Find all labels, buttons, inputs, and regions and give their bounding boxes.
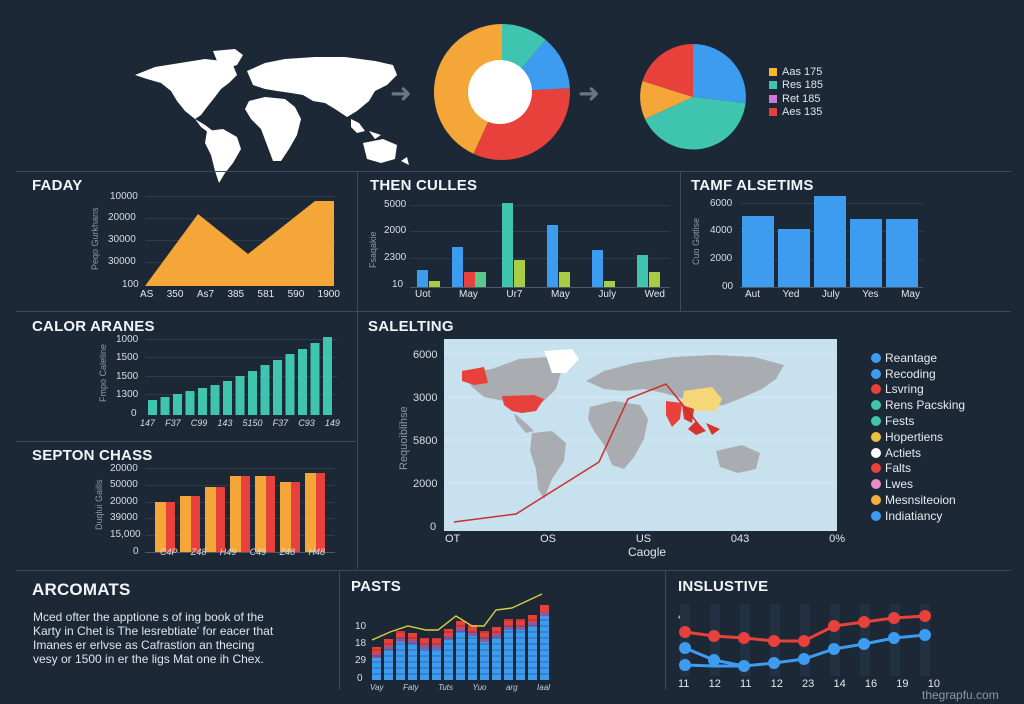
x-axis: Aut Yed July Yes May: [745, 289, 920, 300]
y-tick: 29: [355, 655, 367, 666]
x-axis-label: Caogle: [628, 545, 667, 559]
y-tick: 6000: [413, 349, 438, 361]
pie-legend: Aas 175 Res 185 Ret 185 Aes 135: [769, 65, 823, 119]
y-tick: 30000: [108, 256, 136, 267]
x-axis: AS 350 As7 385 581 590 1900: [140, 289, 340, 300]
legend-item: Recoding: [871, 366, 965, 382]
legend-item: Actiets: [871, 445, 965, 461]
legend-item: Hopertiens: [871, 429, 965, 445]
arrow-right-icon: ➜: [578, 78, 600, 108]
panel-title-inslustive: INSLUSTIVE: [678, 578, 769, 595]
legend: Reantage Recoding Lsvring Rens Pacsking …: [871, 350, 965, 524]
y-tick: 3000: [413, 392, 438, 404]
description-text: Mced ofter the apptione s of ing book of…: [33, 610, 274, 666]
panel-title-pasts: PASTS: [351, 578, 401, 595]
y-tick: 0: [430, 521, 437, 533]
panel-title-arcomats: ARCOMATS: [32, 580, 131, 599]
y-tick: 00: [722, 281, 734, 292]
septon-chass-bar-chart: [155, 473, 325, 552]
panel-title-septon-chass: SEPTON CHASS: [32, 447, 153, 464]
pie-legend-item: Aes 135: [769, 106, 823, 120]
y-axis-label: Peqo Gurkhans: [90, 207, 100, 270]
saleting-map-chart: [444, 339, 837, 531]
y-axis-label: Cuo Gotlise: [691, 217, 701, 265]
panel-title-calor-aranes: CALOR ARANES: [32, 318, 155, 335]
y-tick: 0: [133, 546, 139, 557]
y-tick: 20000: [110, 463, 138, 474]
world-map-graphic: [135, 49, 409, 183]
y-tick: 2000: [384, 225, 407, 236]
legend-item: Falts: [871, 461, 965, 477]
y-tick: 5800: [413, 435, 438, 447]
panel-title-faday: FADAY: [32, 177, 83, 194]
y-tick: 20000: [110, 496, 138, 507]
y-tick: 1500: [116, 352, 139, 363]
y-tick: 2000: [710, 253, 733, 264]
y-tick: 39000: [110, 512, 138, 523]
pie-legend-item: Aas 175: [769, 65, 823, 79]
pie-legend-item: Res 185: [769, 79, 823, 93]
y-tick: 10: [355, 621, 367, 632]
faday-area-chart: [145, 201, 334, 286]
legend-item: Lwes: [871, 476, 965, 492]
y-tick: 1000: [116, 334, 139, 345]
x-axis: 147 F37 C99 143 5150 F37 C93 149: [140, 418, 340, 428]
pie-legend-item: Ret 185: [769, 92, 823, 106]
legend-item: Lsvring: [871, 382, 965, 398]
y-tick: 4000: [710, 225, 733, 236]
y-tick: 100: [122, 279, 139, 290]
arrow-right-icon: ➜: [390, 78, 412, 108]
panel-title-then-culles: THEN CULLES: [370, 177, 478, 194]
x-axis: Uot May Ur7 May July Wed: [415, 289, 665, 300]
y-tick: 2300: [384, 252, 407, 263]
x-axis: C4P Z48 H49 C49 Z48 H48: [160, 547, 325, 557]
y-tick: 10: [392, 279, 404, 290]
y-axis-label: Fsaqakie: [368, 231, 378, 268]
donut-chart: [433, 24, 571, 161]
pie-chart: [640, 44, 746, 150]
y-tick: 6000: [710, 198, 733, 209]
y-tick: 20000: [108, 212, 136, 223]
watermark: thegrapfu.com: [922, 688, 999, 702]
y-tick: 30000: [108, 234, 136, 245]
then-culles-bar-chart: [417, 203, 660, 287]
x-axis: Vay Faty Tuts Yuo arg Iaal: [370, 683, 550, 692]
legend-item: Reantage: [871, 350, 965, 366]
legend-item: Mesnsiteoion: [871, 492, 965, 508]
x-axis: 11 12 11 12 23 14 16 19 10: [678, 678, 940, 690]
legend-item: Fests: [871, 413, 965, 429]
y-axis-label: Duqlui Gaills: [94, 479, 104, 530]
legend-item: Indiatiancy: [871, 508, 965, 524]
x-axis: OT OS US 043 0%: [445, 533, 845, 545]
pasts-stacked-chart: [370, 593, 550, 680]
panel-title-tamf-alsetims: TAMF ALSETIMS: [691, 177, 814, 194]
y-tick: 5000: [384, 199, 407, 210]
y-tick: 1300: [116, 389, 139, 400]
panel-title-saleting: SALELTING: [368, 318, 454, 335]
tamf-alsetims-bar-chart: [742, 196, 918, 287]
legend-item: Rens Pacsking: [871, 397, 965, 413]
y-axis-label: Fmpo Caleline: [98, 343, 108, 402]
y-tick: 0: [357, 673, 363, 684]
calor-aranes-bar-chart: [148, 337, 332, 415]
y-tick: 10000: [110, 191, 138, 202]
y-tick: 2000: [413, 478, 438, 490]
y-tick: 0: [131, 408, 137, 419]
y-tick: 18: [355, 638, 367, 649]
inslustive-line-chart: [679, 604, 931, 676]
y-tick: 15,000: [110, 529, 141, 540]
y-tick: 50000: [110, 479, 138, 490]
y-axis-label: Requoiblihse: [398, 406, 410, 470]
y-tick: 1500: [116, 371, 139, 382]
